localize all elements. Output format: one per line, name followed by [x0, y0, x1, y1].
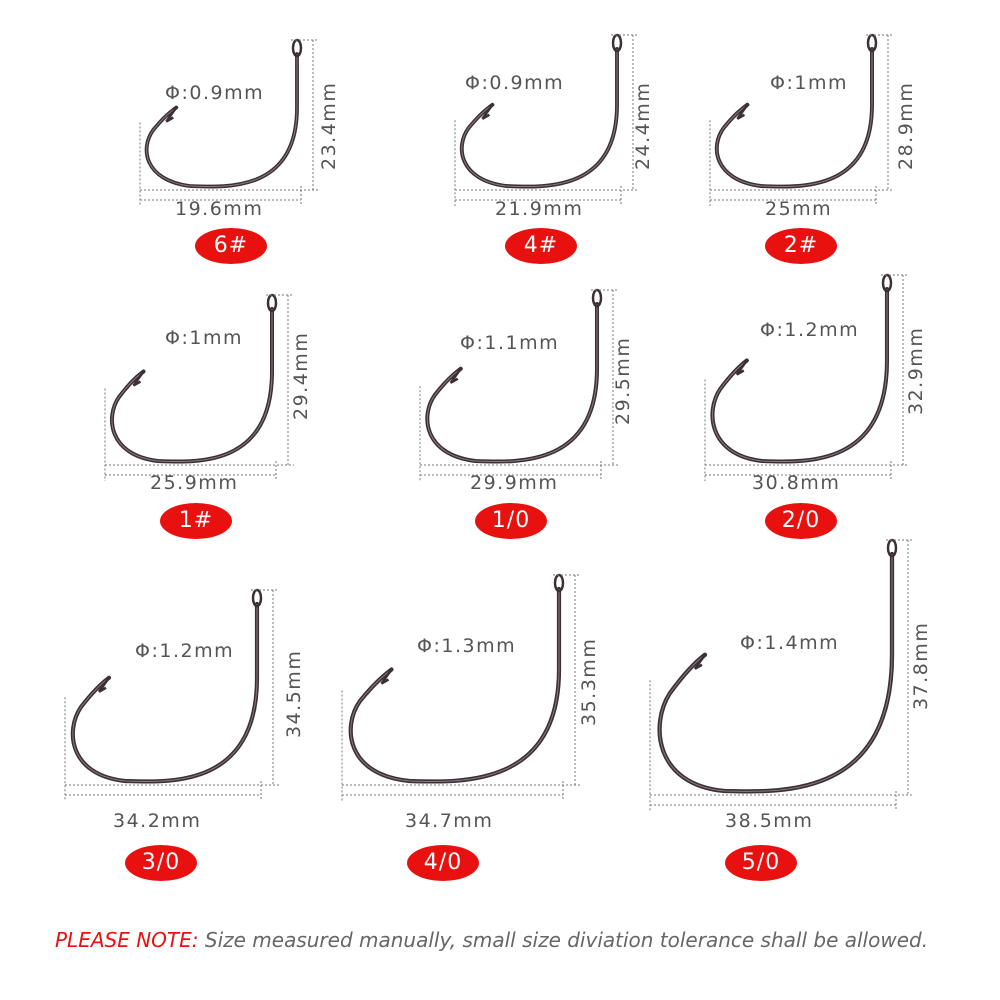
hook-barb: [165, 106, 178, 123]
hook-highlight: [72, 604, 258, 783]
hook-eye: [611, 33, 623, 53]
note-lead: PLEASE NOTE:: [55, 928, 199, 952]
hook-body: [714, 47, 874, 189]
hook-height-label: 37.8mm: [910, 621, 932, 710]
wire-diameter-label: Φ:0.9mm: [165, 82, 265, 104]
hook-barb: [736, 104, 749, 120]
hook-width-label: 30.8mm: [752, 472, 841, 494]
wire-diameter-label: Φ:1.4mm: [740, 632, 840, 654]
hook-height-label: 24.4mm: [632, 81, 654, 170]
hook-highlight: [146, 54, 298, 188]
hook-width-label: 21.9mm: [495, 198, 584, 220]
hook-body: [425, 301, 600, 464]
hook-highlight: [350, 589, 560, 783]
hook-body: [657, 551, 895, 794]
hook-height-label: 29.4mm: [290, 331, 312, 420]
wire-diameter-label: Φ:1.3mm: [417, 635, 517, 657]
hook-height-label: 28.9mm: [895, 81, 917, 170]
hook-size-badge: 2#: [765, 228, 837, 264]
hook-width-label: 34.2mm: [113, 810, 202, 832]
hook-width-label: 19.6mm: [175, 198, 264, 220]
hook-width-label: 25.9mm: [150, 472, 239, 494]
hook-size-badge: 2/0: [765, 503, 837, 539]
hook-eye: [881, 273, 893, 293]
hook-body: [348, 586, 562, 784]
hook-height-label: 32.9mm: [905, 326, 927, 415]
hook-body: [459, 47, 619, 189]
hook-width-label: 29.9mm: [470, 472, 559, 494]
hook-body: [70, 601, 260, 784]
hook-size-badge: 3/0: [125, 845, 197, 881]
wire-diameter-label: Φ:1.2mm: [760, 319, 860, 341]
disclaimer-note: PLEASE NOTE: Size measured manually, sma…: [55, 928, 928, 952]
hook-width-label: 25mm: [765, 198, 833, 220]
hook-barb: [132, 370, 145, 387]
hook-size-badge: 4#: [505, 228, 577, 264]
hook-eye: [591, 288, 603, 308]
hook-height-label: 34.5mm: [283, 649, 305, 738]
hook-width-label: 34.7mm: [405, 810, 494, 832]
hook-eye: [866, 33, 878, 53]
hook-highlight: [111, 309, 273, 463]
wire-diameter-label: Φ:1.1mm: [460, 332, 560, 354]
hook-eye: [251, 588, 263, 608]
hook-size-badge: 6#: [195, 228, 267, 264]
hook-height-label: 29.5mm: [612, 336, 634, 425]
wire-diameter-label: Φ:1.2mm: [135, 640, 235, 662]
hook-barb: [449, 368, 462, 384]
hook-height-label: 23.4mm: [318, 81, 340, 170]
note-text: Size measured manually, small size divia…: [198, 928, 929, 952]
hook-height-label: 35.3mm: [578, 637, 600, 726]
wire-diameter-label: Φ:1mm: [770, 72, 848, 94]
hook-eye: [886, 538, 898, 558]
hook-eye: [553, 573, 565, 593]
wire-diameter-label: Φ:0.9mm: [465, 72, 565, 94]
hook-highlight: [716, 49, 873, 188]
hook-size-badge: 1#: [160, 503, 232, 539]
hook-size-badge: 5/0: [725, 845, 797, 881]
hook-body: [710, 286, 890, 464]
hook-barb: [97, 677, 111, 693]
hook-eye: [291, 38, 303, 58]
hook-highlight: [426, 304, 598, 463]
hook-size-badge: 4/0: [407, 845, 479, 881]
wire-diameter-label: Φ:1mm: [165, 327, 243, 349]
hook-size-badge: 1/0: [475, 503, 547, 539]
hook-barb: [693, 654, 707, 670]
hook-barb: [481, 104, 494, 120]
hook-barb: [380, 668, 393, 685]
hook-highlight: [659, 554, 893, 792]
hook-width-label: 38.5mm: [725, 810, 814, 832]
hook-body: [144, 52, 299, 189]
hook-eye: [266, 293, 278, 313]
hook-highlight: [461, 49, 618, 188]
hook-highlight: [712, 289, 888, 463]
hook-body: [110, 307, 274, 464]
hook-barb: [735, 359, 748, 376]
